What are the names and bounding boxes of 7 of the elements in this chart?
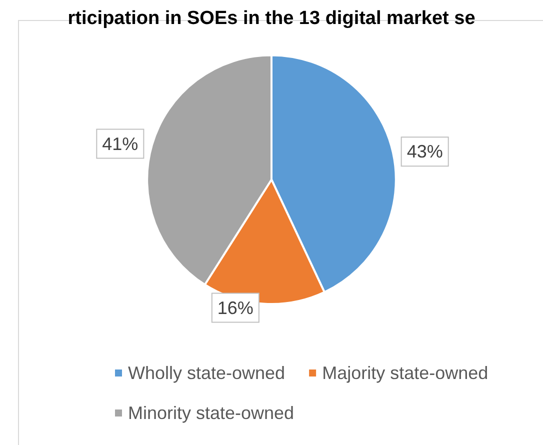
chart-title: rticipation in SOEs in the 13 digital market se — [68, 8, 476, 29]
data-label: 41% — [102, 134, 138, 154]
legend-label: Wholly state-owned — [128, 363, 286, 383]
data-label: 16% — [217, 298, 254, 318]
legend-label: Minority state-owned — [128, 403, 294, 423]
legend-label: Majority state-owned — [322, 363, 488, 383]
data-label: 43% — [406, 142, 443, 162]
